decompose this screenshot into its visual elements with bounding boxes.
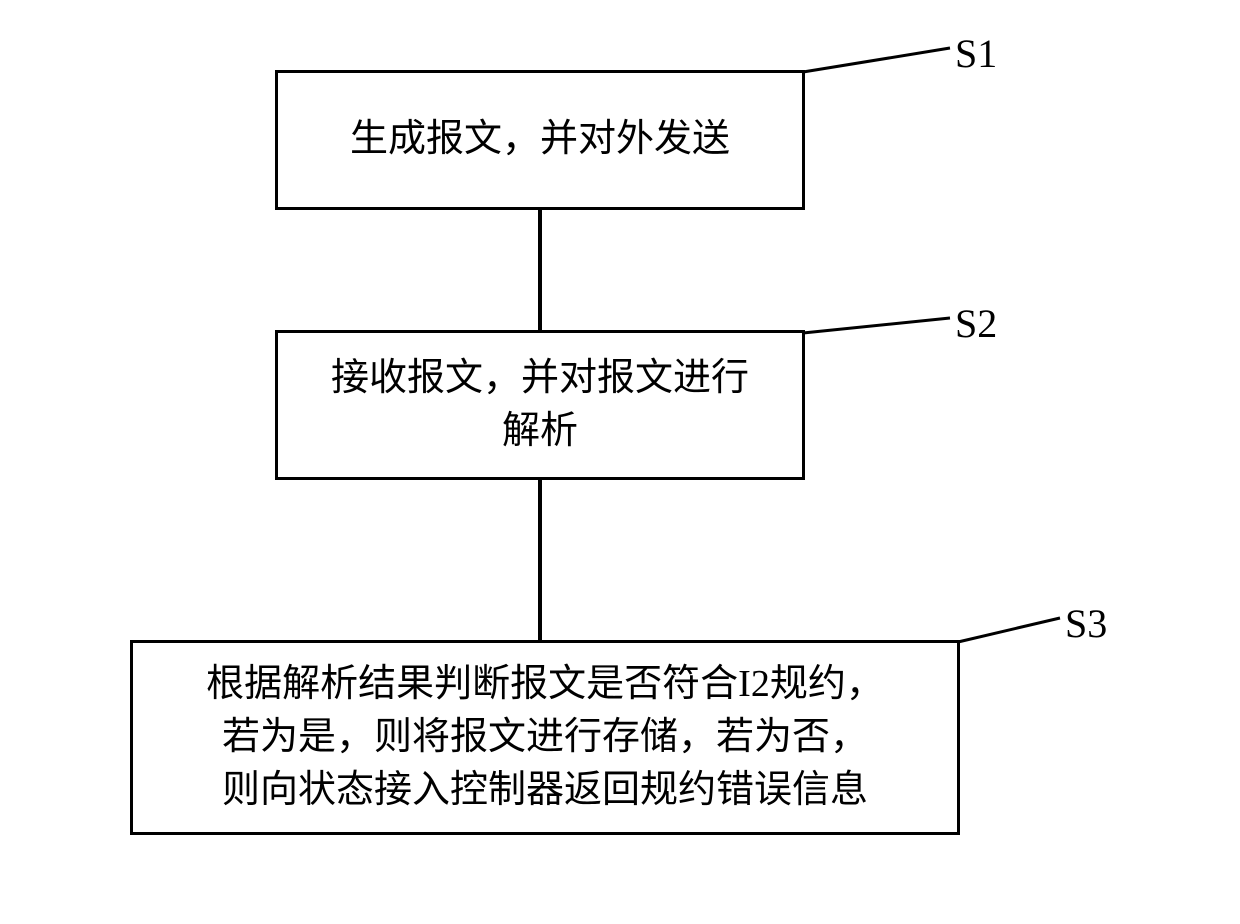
node-s3-text: 根据解析结果判断报文是否符合I2规约，若为是，则将报文进行存储，若为否，则向状态… bbox=[206, 658, 884, 818]
label-s3-text: S3 bbox=[1065, 601, 1107, 646]
node-s2-text: 接收报文，并对报文进行解析 bbox=[331, 352, 749, 458]
step-label-s3: S3 bbox=[1065, 600, 1107, 647]
label-s2-text: S2 bbox=[955, 301, 997, 346]
flowchart-node-s3: 根据解析结果判断报文是否符合I2规约，若为是，则将报文进行存储，若为否，则向状态… bbox=[130, 640, 960, 835]
node-s1-text: 生成报文，并对外发送 bbox=[350, 113, 730, 166]
connector-s1-s2 bbox=[538, 210, 542, 330]
step-label-s2: S2 bbox=[955, 300, 997, 347]
leader-line-s3 bbox=[958, 618, 1060, 642]
step-label-s1: S1 bbox=[955, 30, 997, 77]
label-s1-text: S1 bbox=[955, 31, 997, 76]
connector-s2-s3 bbox=[538, 480, 542, 640]
leader-line-s1 bbox=[803, 48, 950, 72]
flowchart-node-s1: 生成报文，并对外发送 bbox=[275, 70, 805, 210]
leader-line-s2 bbox=[803, 318, 950, 333]
flowchart-container: 生成报文，并对外发送 S1 接收报文，并对报文进行解析 S2 根据解析结果判断报… bbox=[0, 0, 1240, 924]
flowchart-node-s2: 接收报文，并对报文进行解析 bbox=[275, 330, 805, 480]
